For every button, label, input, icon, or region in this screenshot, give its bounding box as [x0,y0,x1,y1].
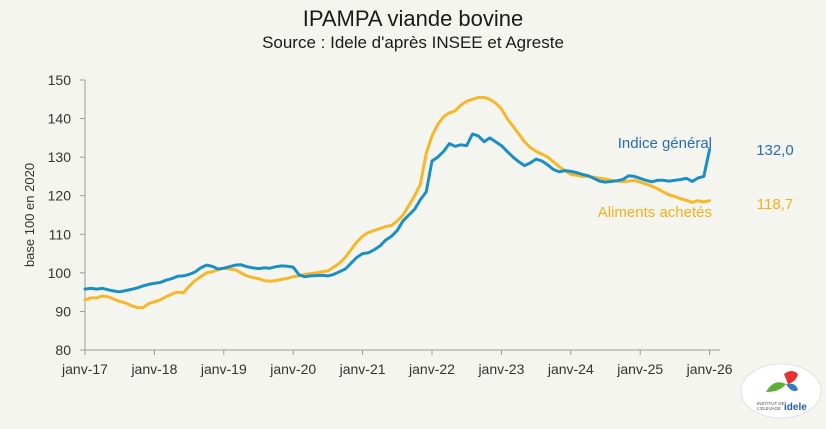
chart-subtitle: Source : Idele d'après INSEE et Agreste [262,33,564,52]
y-tick-label: 150 [48,72,72,88]
series-line-indice-general [83,132,712,294]
series-label-aliments-achetes: Aliments achetés [598,204,712,221]
x-tick-label: janv-23 [477,361,524,377]
y-tick-label: 110 [49,226,72,242]
svg-text:INSTITUT DE: INSTITUT DE [757,401,785,406]
x-tick-label: janv-20 [269,361,316,377]
x-tick-label: janv-25 [616,361,663,377]
x-tick-label: janv-22 [408,361,455,377]
y-tick-label: 120 [48,188,72,204]
series-label-indice-general: Indice général [618,135,712,152]
end-value-aliments-achetes: 118,7 [757,196,793,213]
series-line-aliments-achetes [83,95,712,310]
idele-logo: INSTITUT DE L'ÉLEVAGE idele [740,363,822,419]
chart-title: IPAMPA viande bovine [302,6,524,31]
y-tick-label: 140 [48,111,72,127]
x-tick-label: janv-17 [61,361,108,377]
svg-text:L'ÉLEVAGE: L'ÉLEVAGE [757,405,781,411]
y-tick-label: 130 [48,149,72,165]
y-tick-label: 80 [55,342,71,358]
x-tick-label: janv-18 [130,361,177,377]
x-tick-label: janv-24 [547,361,594,377]
x-tick-label: janv-21 [339,361,386,377]
x-tick-label: janv-19 [200,361,247,377]
end-value-indice-general: 132,0 [756,142,794,159]
svg-text:idele: idele [784,402,807,413]
y-tick-label: 90 [55,303,71,319]
y-axis-label: base 100 en 2020 [22,163,37,267]
x-tick-label: janv-26 [686,361,733,377]
y-tick-label: 100 [48,265,72,281]
